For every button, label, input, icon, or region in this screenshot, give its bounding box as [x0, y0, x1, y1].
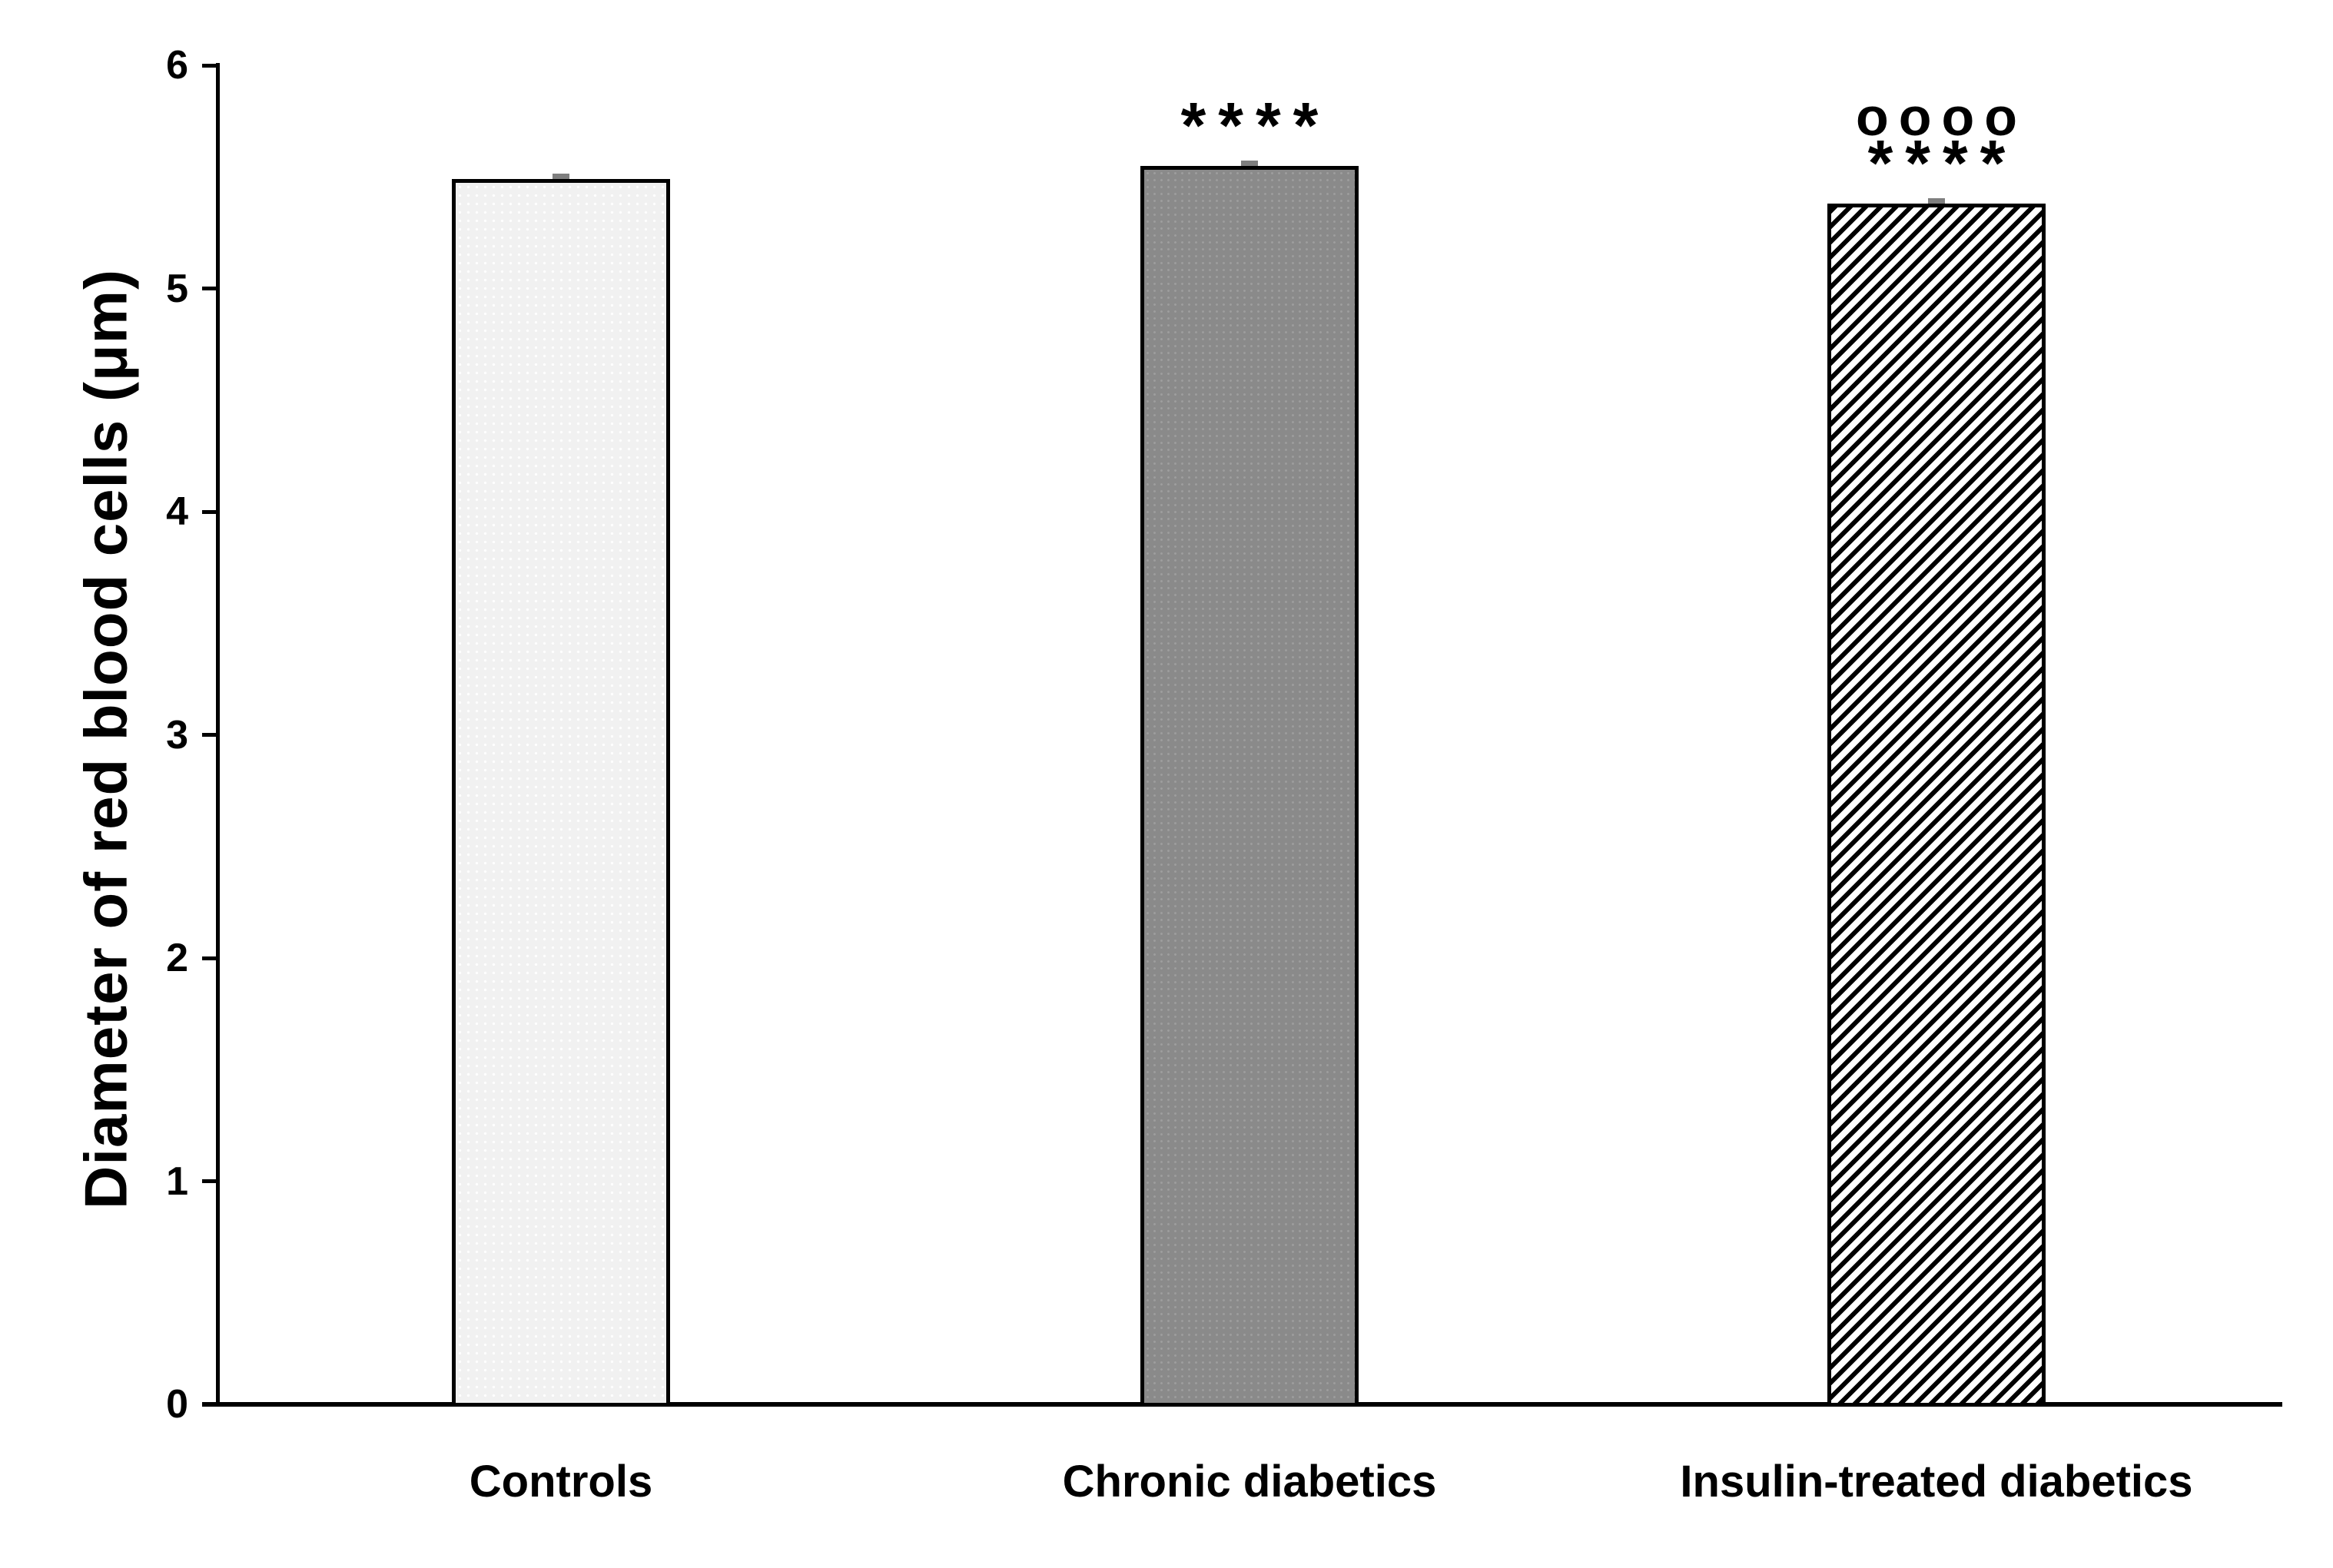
bar-chronic-diabetics — [1140, 165, 1359, 1407]
significance-marks-chronic-diabetics: **** — [1004, 88, 1495, 161]
y-tick-label: 5 — [166, 266, 188, 311]
y-tick-mark — [202, 509, 217, 514]
circle-significance-row: oooo — [1855, 87, 2028, 148]
y-tick-mark — [202, 1402, 217, 1407]
y-tick-mark — [202, 287, 217, 290]
asterisk-significance-row: **** — [1180, 88, 1331, 161]
y-tick-label: 1 — [166, 1159, 188, 1204]
y-tick-label: 3 — [166, 712, 188, 757]
error-bar-cap-insulin-treated-diabetics — [1928, 198, 1945, 204]
bar-insulin-treated-diabetics — [1827, 204, 2046, 1407]
y-tick-mark — [202, 63, 217, 68]
y-tick-mark — [202, 733, 217, 737]
x-category-label-chronic-diabetics: Chronic diabetics — [1062, 1457, 1437, 1507]
y-tick-label: 6 — [166, 43, 188, 88]
error-bar-cap-controls — [553, 174, 569, 180]
error-bar-cap-chronic-diabetics — [1241, 160, 1258, 166]
bar-controls — [452, 179, 670, 1407]
y-axis-line — [216, 63, 220, 1407]
y-tick-label: 4 — [166, 489, 188, 534]
y-tick-mark — [202, 956, 217, 960]
y-tick-label: 2 — [166, 936, 188, 980]
x-category-label-insulin-treated-diabetics: Insulin-treated diabetics — [1680, 1457, 2193, 1507]
y-tick-label: 0 — [166, 1382, 188, 1427]
significance-marks-insulin-treated-diabetics: oooo **** — [1691, 87, 2182, 200]
asterisk-significance-row: **** — [1867, 127, 2018, 200]
x-category-label-controls: Controls — [469, 1457, 653, 1507]
y-tick-mark — [202, 1179, 217, 1183]
